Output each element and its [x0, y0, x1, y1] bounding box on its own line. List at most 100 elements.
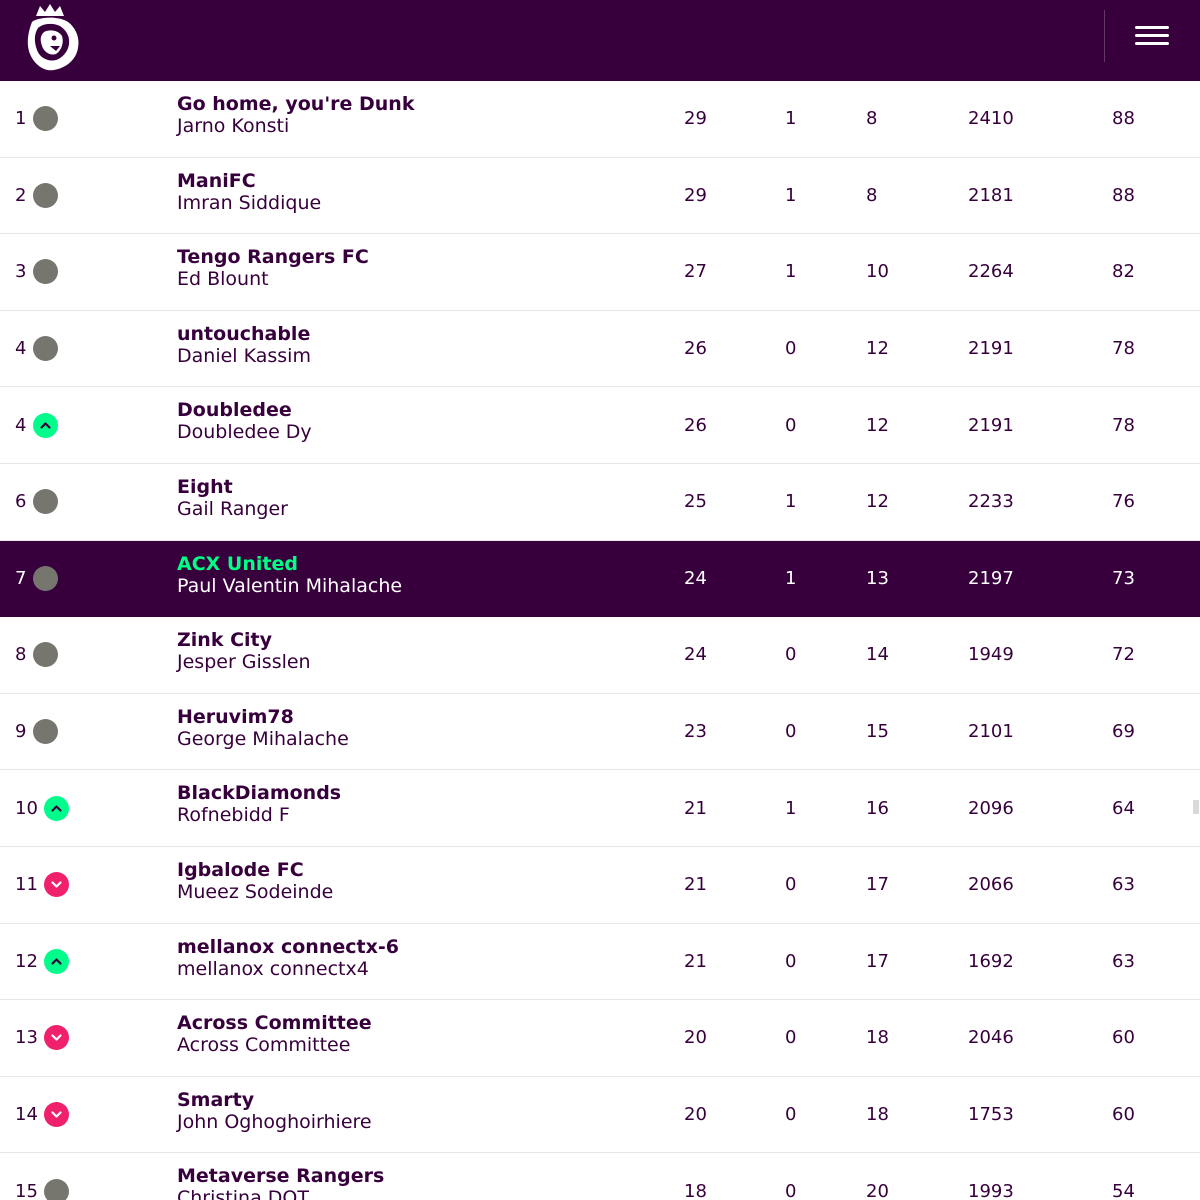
- table-row[interactable]: 11 Igbalode FC Mueez Sodeinde 21 0 17 2066 63: [0, 847, 1200, 924]
- points-for-value: 1692: [968, 950, 1014, 972]
- team-cell[interactable]: Across Committee Across Committee: [177, 1012, 372, 1057]
- header-divider: [1104, 10, 1105, 62]
- losses-value: 12: [866, 491, 889, 513]
- losses-value: 18: [866, 1104, 889, 1126]
- manager-name: George Mihalache: [177, 727, 349, 750]
- team-cell[interactable]: mellanox connectx-6 mellanox connectx4: [177, 936, 399, 981]
- rank-number: 4: [15, 414, 27, 436]
- wins-value: 24: [684, 644, 707, 666]
- rank-number: 7: [15, 567, 27, 589]
- rank-number: 2: [15, 184, 27, 206]
- team-name[interactable]: ManiFC: [177, 169, 256, 192]
- losses-value: 13: [866, 567, 889, 589]
- draws-value: 0: [785, 950, 797, 972]
- team-name[interactable]: Metaverse Rangers: [177, 1165, 385, 1188]
- manager-name: Across Committee: [177, 1034, 351, 1057]
- table-row[interactable]: 9 Heruvim78 George Mihalache 23 0 15 2101 69: [0, 694, 1200, 771]
- team-cell[interactable]: ACX United Paul Valentin Mihalache: [177, 553, 402, 598]
- losses-value: 16: [866, 797, 889, 819]
- losses-value: 8: [866, 108, 878, 130]
- premier-league-lion-logo-icon[interactable]: [22, 2, 82, 74]
- team-cell[interactable]: Go home, you're Dunk Jarno Konsti: [177, 93, 414, 138]
- team-name[interactable]: untouchable: [177, 322, 311, 345]
- team-name[interactable]: Smarty: [177, 1088, 255, 1111]
- rank-number: 12: [15, 950, 38, 972]
- draws-value: 1: [785, 797, 797, 819]
- points-for-value: 2191: [968, 338, 1014, 360]
- team-name[interactable]: Igbalode FC: [177, 858, 304, 881]
- table-row[interactable]: 7 ACX United Paul Valentin Mihalache 24 1 13 2…: [0, 540, 1200, 618]
- team-cell[interactable]: Metaverse Rangers Christina DOT: [177, 1165, 384, 1200]
- table-row[interactable]: 8 Zink City Jesper Gisslen 24 0 14 1949 72: [0, 617, 1200, 694]
- draws-value: 0: [785, 1104, 797, 1126]
- points-for-value: 1949: [968, 644, 1014, 666]
- points-for-value: 2197: [968, 567, 1014, 589]
- points-value: 73: [1112, 567, 1135, 589]
- team-cell[interactable]: Igbalode FC Mueez Sodeinde: [177, 859, 333, 904]
- team-cell[interactable]: Tengo Rangers FC Ed Blount: [177, 246, 369, 291]
- points-value: 60: [1112, 1027, 1135, 1049]
- table-row[interactable]: 4 Doubledee Doubledee Dy 26 0 12 2191 78: [0, 387, 1200, 464]
- manager-name: Mueez Sodeinde: [177, 880, 334, 903]
- team-name[interactable]: Heruvim78: [177, 705, 294, 728]
- team-name[interactable]: BlackDiamonds: [177, 782, 342, 805]
- team-cell[interactable]: ManiFC Imran Siddique: [177, 170, 321, 215]
- table-row[interactable]: 13 Across Committee Across Committee 20 0 18 2…: [0, 1000, 1200, 1077]
- draws-value: 1: [785, 261, 797, 283]
- table-row[interactable]: 3 Tengo Rangers FC Ed Blount 27 1 10 2264 82: [0, 234, 1200, 311]
- team-name[interactable]: Across Committee: [177, 1012, 372, 1035]
- points-value: 72: [1112, 644, 1135, 666]
- team-cell[interactable]: Doubledee Doubledee Dy: [177, 399, 312, 444]
- team-cell[interactable]: BlackDiamonds Rofnebidd F: [177, 782, 341, 827]
- wins-value: 21: [684, 950, 707, 972]
- team-name[interactable]: Doubledee: [177, 399, 292, 422]
- manager-name: Daniel Kassim: [177, 344, 311, 367]
- team-cell[interactable]: Smarty John Oghoghoirhiere: [177, 1089, 372, 1134]
- team-cell[interactable]: Eight Gail Ranger: [177, 476, 288, 521]
- wins-value: 26: [684, 414, 707, 436]
- table-row[interactable]: 1 Go home, you're Dunk Jarno Konsti 29 1 8 241…: [0, 81, 1200, 158]
- table-row[interactable]: 6 Eight Gail Ranger 25 1 12 2233 76: [0, 464, 1200, 541]
- rank-number: 6: [15, 491, 27, 513]
- table-row[interactable]: 10 BlackDiamonds Rofnebidd F 21 1 16 2096 64: [0, 770, 1200, 847]
- table-row[interactable]: 14 Smarty John Oghoghoirhiere 20 0 18 1753 60: [0, 1077, 1200, 1154]
- table-row[interactable]: 4 untouchable Daniel Kassim 26 0 12 2191 78: [0, 311, 1200, 388]
- points-for-value: 2046: [968, 1027, 1014, 1049]
- team-cell[interactable]: untouchable Daniel Kassim: [177, 323, 311, 368]
- manager-name: Rofnebidd F: [177, 804, 290, 827]
- rank-number: 15: [15, 1180, 38, 1200]
- points-for-value: 2066: [968, 874, 1014, 896]
- team-cell[interactable]: Zink City Jesper Gisslen: [177, 629, 311, 674]
- movement-down-icon: [44, 1102, 69, 1128]
- points-for-value: 2410: [968, 108, 1014, 130]
- top-navigation-bar: [0, 0, 1200, 81]
- team-name[interactable]: Zink City: [177, 629, 272, 652]
- scrollbar[interactable]: [1193, 800, 1199, 814]
- team-name[interactable]: Go home, you're Dunk: [177, 93, 415, 115]
- points-value: 69: [1112, 721, 1135, 743]
- manager-name: Jesper Gisslen: [177, 651, 311, 674]
- team-name[interactable]: mellanox connectx-6: [177, 935, 399, 958]
- team-name[interactable]: ACX United: [177, 552, 298, 575]
- table-row[interactable]: 12 mellanox connectx-6 mellanox connectx4 2…: [0, 924, 1200, 1001]
- table-row[interactable]: 15 Metaverse Rangers Christina DOT 18 0 20 199…: [0, 1153, 1200, 1200]
- movement-same-icon: [33, 489, 58, 515]
- hamburger-menu-icon[interactable]: [1128, 20, 1176, 54]
- team-cell[interactable]: Heruvim78 George Mihalache: [177, 706, 349, 751]
- rank-number: 8: [15, 644, 27, 666]
- team-name[interactable]: Tengo Rangers FC: [177, 246, 369, 269]
- table-row[interactable]: 2 ManiFC Imran Siddique 29 1 8 2181 88: [0, 158, 1200, 235]
- movement-same-icon: [33, 719, 58, 745]
- draws-value: 0: [785, 644, 797, 666]
- draws-value: 1: [785, 491, 797, 513]
- movement-down-icon: [44, 872, 69, 898]
- team-name[interactable]: Eight: [177, 475, 233, 498]
- wins-value: 29: [684, 184, 707, 206]
- points-value: 78: [1112, 414, 1135, 436]
- points-value: 63: [1112, 950, 1135, 972]
- points-value: 54: [1112, 1180, 1135, 1200]
- rank-number: 4: [15, 338, 27, 360]
- wins-value: 21: [684, 797, 707, 819]
- league-standings-table: 1 Go home, you're Dunk Jarno Konsti 29 1 8 241…: [0, 81, 1200, 1200]
- losses-value: 17: [866, 874, 889, 896]
